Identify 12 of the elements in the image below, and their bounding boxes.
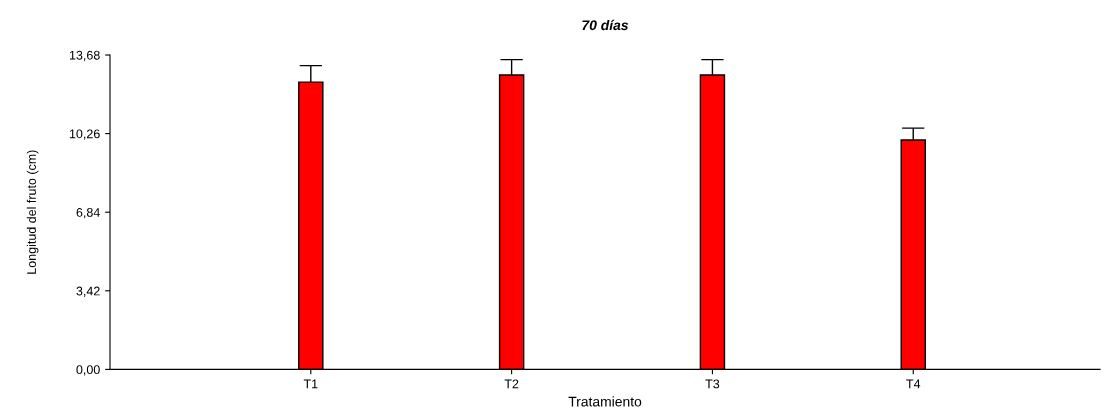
x-tick-label: T3 — [705, 379, 720, 389]
x-tick-label: T4 — [906, 379, 921, 389]
y-axis-title: Longitud del fruto (cm) — [26, 150, 39, 274]
x-axis-title: Tratamiento — [568, 396, 642, 407]
x-tick-label: T2 — [504, 379, 519, 389]
y-tick-label: 0,00 — [76, 365, 100, 376]
x-tick-label: T1 — [303, 379, 318, 389]
y-tick-label: 10,26 — [69, 129, 100, 140]
y-tick-label: 6,84 — [76, 208, 100, 219]
chart-title: 70 días — [582, 19, 629, 31]
y-tick-label: 3,42 — [76, 286, 100, 297]
y-tick-label: 13,68 — [69, 50, 100, 62]
